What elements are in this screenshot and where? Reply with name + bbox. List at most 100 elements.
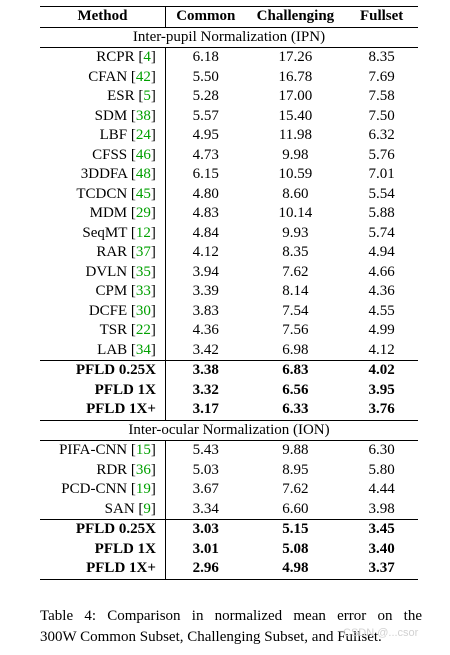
fullset-value: 3.37 (345, 559, 418, 580)
common-value: 3.39 (164, 282, 246, 302)
citation-link[interactable]: 42 (135, 68, 151, 85)
fullset-value: 5.76 (368, 146, 395, 163)
common-value: 5.50 (164, 67, 246, 87)
method-cell: SDM [38] (94, 107, 156, 124)
table-row: CPM [33] 3.39 8.14 4.36 (40, 282, 418, 302)
common-value: 4.95 (164, 126, 246, 146)
fullset-value: 4.66 (368, 263, 395, 280)
challenging-value: 15.40 (278, 107, 313, 124)
ours-row: PFLD 1X 3.32 6.56 3.95 (40, 380, 418, 400)
method-name: DCFE (88, 302, 128, 319)
method-cell: LBF [24] (99, 127, 156, 144)
table-row: DCFE [30] 3.83 7.54 4.55 (40, 301, 418, 321)
table-row: RCPR [4] 6.18 17.26 8.35 (40, 47, 418, 68)
table-caption: Table 4: Comparison in normalized mean e… (40, 606, 422, 648)
ours-row: PFLD 1X+ 3.17 6.33 3.76 (40, 400, 418, 421)
results-table: Method Common Challenging Fullset Inter-… (40, 6, 418, 580)
challenging-value: 7.62 (282, 481, 309, 498)
method-name: PFLD 1X (94, 381, 156, 398)
common-value: 4.12 (164, 243, 246, 263)
citation-link[interactable]: 33 (135, 283, 151, 300)
method-cell: SeqMT [12] (82, 224, 156, 241)
fullset-value: 7.50 (368, 107, 395, 124)
common-value: 5.57 (164, 106, 246, 126)
citation-link[interactable]: 38 (135, 107, 151, 124)
citation-link[interactable]: 37 (135, 244, 151, 261)
citation-link[interactable]: 22 (135, 322, 151, 339)
citation-link[interactable]: 46 (135, 146, 151, 163)
method-name: SeqMT (82, 224, 128, 241)
citation-link[interactable]: 9 (143, 500, 151, 517)
method-cell: ESR [5] (107, 88, 156, 105)
common-value: 5.28 (164, 87, 246, 107)
method-cell: CFSS [46] (92, 146, 156, 163)
citation-link[interactable]: 48 (135, 166, 151, 183)
common-value: 3.34 (164, 499, 246, 520)
method-name: PIFA-CNN (59, 442, 128, 459)
common-value: 6.18 (164, 47, 246, 68)
section-title: Inter-pupil Normalization (IPN) (40, 27, 418, 48)
method-cell: DCFE [30] (88, 302, 156, 319)
method-name: PFLD 0.25X (75, 521, 156, 538)
challenging-value: 7.62 (282, 263, 309, 280)
citation-link[interactable]: 19 (135, 481, 151, 498)
fullset-value: 7.01 (368, 166, 395, 183)
header-row: Method Common Challenging Fullset (40, 6, 418, 28)
fullset-value: 4.55 (368, 302, 395, 319)
citation-link[interactable]: 35 (135, 263, 151, 280)
method-name: SAN (104, 500, 135, 517)
fullset-value: 5.54 (368, 185, 395, 202)
common-value: 3.38 (164, 360, 246, 381)
challenging-value: 8.95 (282, 461, 309, 478)
method-name: RAR (96, 244, 128, 261)
method-name: CPM (95, 283, 128, 300)
method-cell: PFLD 0.25X (40, 520, 165, 540)
fullset-value: 4.44 (368, 481, 395, 498)
citation-link[interactable]: 34 (135, 341, 151, 358)
method-name: PFLD 0.25X (75, 362, 156, 379)
method-name: PFLD 1X+ (86, 401, 156, 418)
method-cell: PCD-CNN [19] (61, 481, 156, 498)
fullset-value: 3.76 (345, 400, 418, 421)
fullset-value: 4.94 (368, 244, 395, 261)
citation-link[interactable]: 36 (135, 461, 151, 478)
citation-link[interactable]: 30 (135, 302, 151, 319)
citation-link[interactable]: 15 (135, 442, 151, 459)
citation-link[interactable]: 4 (143, 49, 151, 66)
common-value: 3.01 (164, 539, 246, 559)
method-name: PFLD 1X+ (86, 560, 156, 577)
table-row: TCDCN [45] 4.80 8.60 5.54 (40, 184, 418, 204)
common-value: 3.83 (164, 301, 246, 321)
fullset-value: 7.69 (368, 68, 395, 85)
challenging-value: 6.33 (245, 400, 346, 421)
fullset-value: 6.32 (368, 127, 395, 144)
common-value: 3.94 (164, 262, 246, 282)
method-name: ESR (107, 88, 135, 105)
fullset-value: 3.45 (368, 521, 395, 538)
table-row: ESR [5] 5.28 17.00 7.58 (40, 87, 418, 107)
table-row: SDM [38] 5.57 15.40 7.50 (40, 106, 418, 126)
table-row: LAB [34] 3.42 6.98 4.12 (40, 340, 418, 361)
challenging-value: 11.98 (278, 127, 313, 144)
method-name: 3DDFA (80, 166, 128, 183)
table-row: CFAN [42] 5.50 16.78 7.69 (40, 67, 418, 87)
citation-link[interactable]: 24 (135, 127, 151, 144)
table-row: TSR [22] 4.36 7.56 4.99 (40, 321, 418, 341)
fullset-value: 3.40 (368, 540, 395, 557)
citation-link[interactable]: 29 (135, 205, 151, 222)
common-value: 4.84 (164, 223, 246, 243)
fullset-value: 5.80 (368, 461, 395, 478)
citation-link[interactable]: 5 (143, 88, 151, 105)
table-row: RAR [37] 4.12 8.35 4.94 (40, 243, 418, 263)
method-name: LAB (97, 341, 128, 358)
ours-row: PFLD 1X+ 2.96 4.98 3.37 (40, 559, 418, 580)
section-title-row: Inter-pupil Normalization (IPN) (40, 27, 418, 48)
citation-link[interactable]: 12 (135, 224, 151, 241)
fullset-value: 7.58 (368, 88, 395, 105)
col-header-fullset: Fullset (345, 6, 418, 28)
table-row: 3DDFA [48] 6.15 10.59 7.01 (40, 165, 418, 185)
method-cell: PFLD 1X (40, 540, 165, 560)
common-value: 3.42 (164, 340, 246, 361)
fullset-value: 4.02 (368, 362, 395, 379)
citation-link[interactable]: 45 (135, 185, 151, 202)
